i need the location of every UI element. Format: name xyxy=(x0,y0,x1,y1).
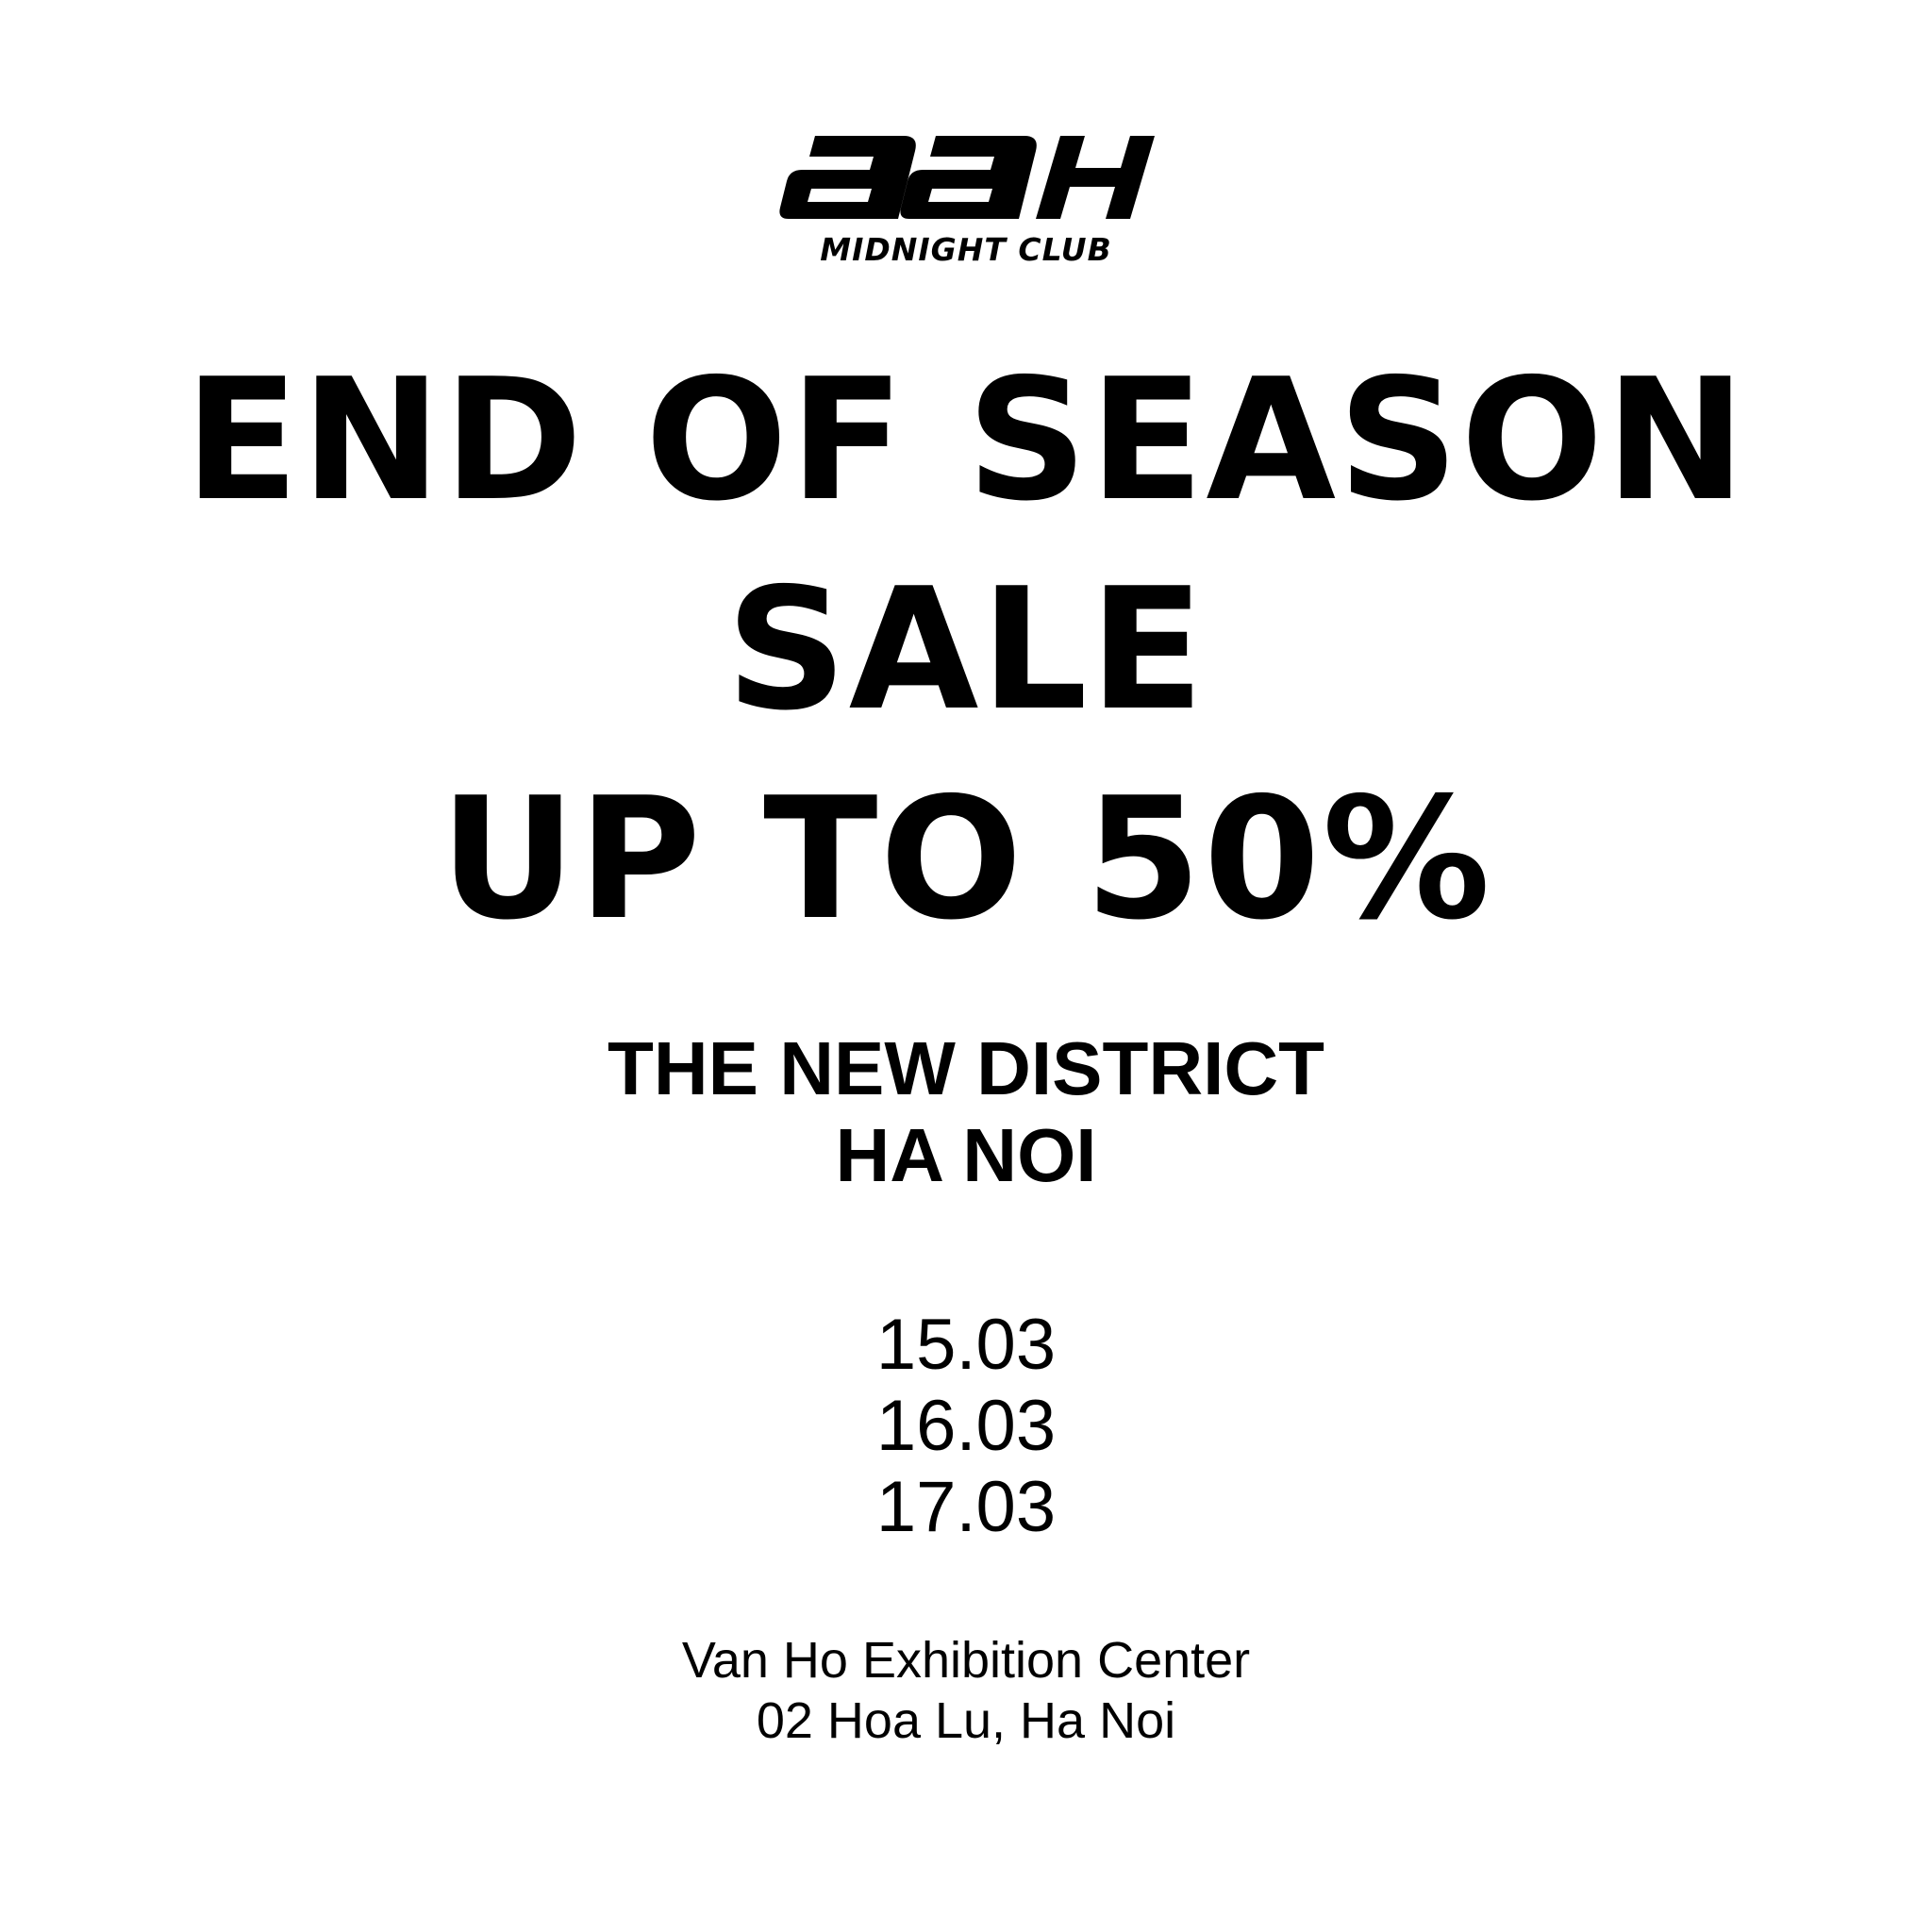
date-item: 15.03 xyxy=(875,1305,1057,1385)
headline-line-1: END OF SEASON xyxy=(184,342,1748,538)
date-item: 16.03 xyxy=(875,1386,1057,1466)
address-venue: Van Ho Exhibition Center xyxy=(681,1632,1251,1689)
logo-tagline: MIDNIGHT CLUB xyxy=(820,231,1112,268)
brand-logo: MIDNIGHT CLUB xyxy=(777,126,1155,270)
date-item: 17.03 xyxy=(875,1467,1057,1547)
venue-city: HA NOI xyxy=(835,1113,1097,1197)
venue-name: THE NEW DISTRICT xyxy=(608,1026,1324,1110)
aah-midnight-club-logo-icon: MIDNIGHT CLUB xyxy=(779,136,1155,268)
headline-line-2: SALE xyxy=(725,552,1207,747)
headline-discount: UP TO 50% xyxy=(440,761,1492,957)
address-street: 02 Hoa Lu, Ha Noi xyxy=(756,1692,1176,1749)
